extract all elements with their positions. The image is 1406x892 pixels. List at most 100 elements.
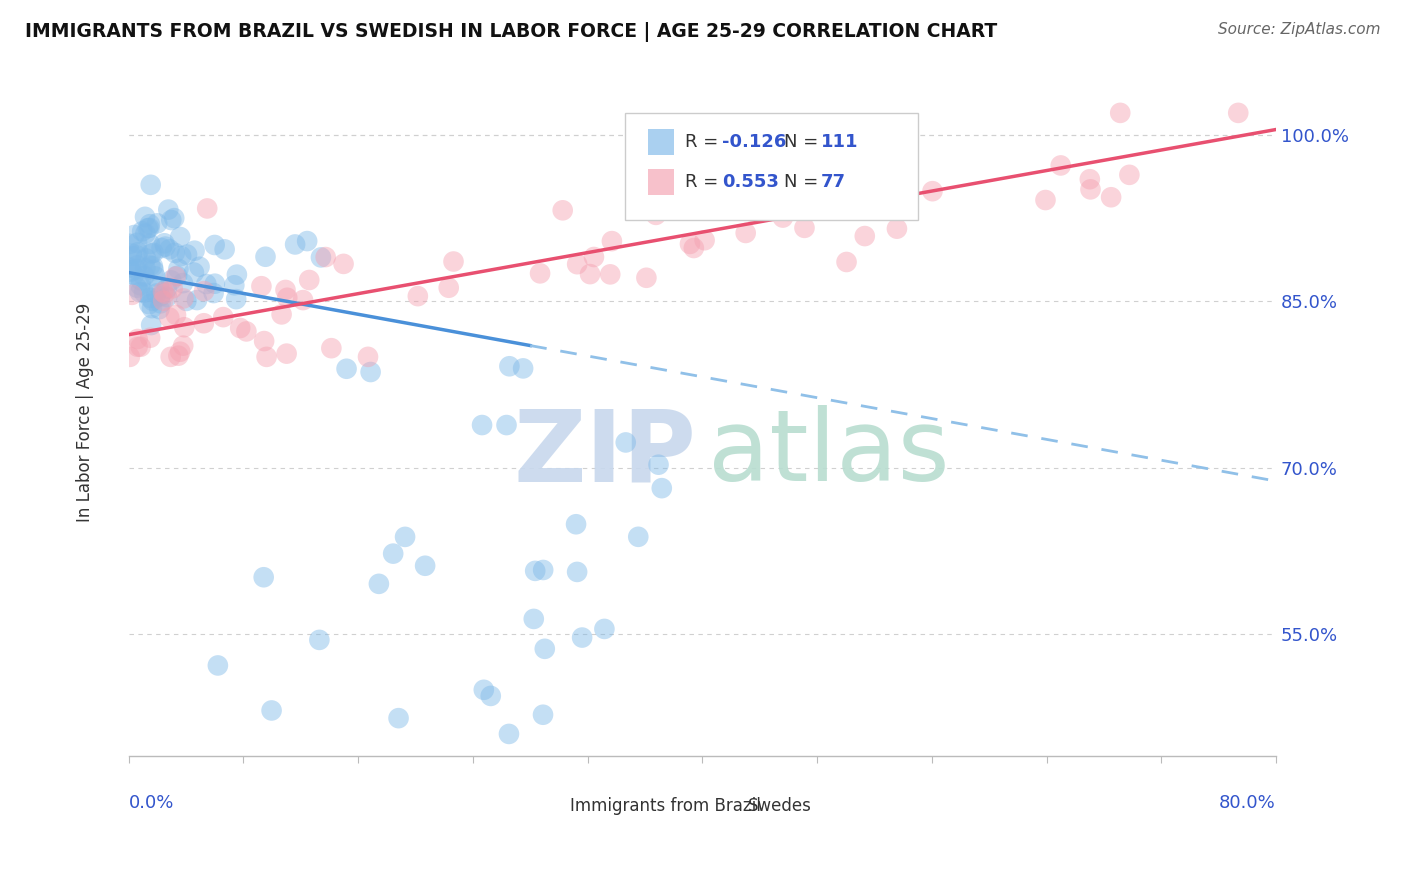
- Point: [845, 186, 868, 200]
- Point: [524, 564, 547, 578]
- Point: [142, 263, 165, 277]
- Point: [551, 203, 574, 218]
- Point: [118, 260, 141, 275]
- Point: [176, 247, 198, 261]
- Point: [225, 292, 247, 306]
- Point: [127, 259, 149, 273]
- Point: [129, 340, 152, 354]
- Point: [129, 278, 152, 293]
- Text: In Labor Force | Age 25-29: In Labor Force | Age 25-29: [76, 302, 94, 522]
- Point: [183, 266, 205, 280]
- Point: [172, 276, 194, 290]
- Point: [387, 711, 409, 725]
- Point: [160, 273, 183, 287]
- Point: [129, 273, 152, 287]
- Point: [131, 224, 153, 238]
- Point: [139, 178, 162, 192]
- Point: [276, 291, 298, 305]
- Point: [309, 251, 332, 265]
- Point: [599, 268, 621, 282]
- Point: [1227, 106, 1250, 120]
- Point: [921, 184, 943, 198]
- Point: [1078, 172, 1101, 186]
- Point: [134, 227, 156, 241]
- Point: [471, 418, 494, 433]
- Point: [125, 248, 148, 262]
- Point: [682, 241, 704, 255]
- Point: [157, 202, 180, 217]
- Point: [883, 145, 905, 160]
- Point: [866, 194, 889, 209]
- Point: [229, 321, 252, 335]
- Point: [1118, 168, 1140, 182]
- Text: atlas: atlas: [709, 405, 949, 502]
- Point: [443, 254, 465, 268]
- Text: 0.553: 0.553: [721, 173, 779, 191]
- FancyBboxPatch shape: [626, 113, 918, 219]
- Point: [172, 339, 194, 353]
- Point: [260, 703, 283, 717]
- Point: [183, 244, 205, 258]
- Point: [614, 435, 637, 450]
- Point: [121, 249, 143, 263]
- Point: [413, 558, 436, 573]
- Point: [134, 261, 156, 276]
- Point: [121, 246, 143, 260]
- Point: [1049, 158, 1071, 172]
- Point: [153, 236, 176, 251]
- Point: [256, 350, 278, 364]
- Point: [495, 418, 517, 433]
- Point: [600, 234, 623, 248]
- Point: [165, 269, 187, 284]
- Text: 111: 111: [821, 133, 858, 151]
- Point: [529, 266, 551, 280]
- Point: [141, 318, 163, 332]
- Point: [533, 641, 555, 656]
- Point: [253, 570, 276, 584]
- Point: [270, 307, 292, 321]
- Point: [367, 577, 389, 591]
- FancyBboxPatch shape: [648, 129, 673, 155]
- Point: [394, 530, 416, 544]
- Point: [127, 245, 149, 260]
- Point: [139, 217, 162, 231]
- Point: [128, 285, 150, 300]
- Point: [169, 230, 191, 244]
- Point: [157, 310, 180, 325]
- Point: [335, 361, 357, 376]
- Text: 0.0%: 0.0%: [129, 794, 174, 812]
- Point: [815, 186, 838, 201]
- Point: [163, 246, 186, 260]
- Point: [155, 239, 177, 253]
- Point: [212, 310, 235, 325]
- Point: [531, 707, 554, 722]
- Point: [308, 632, 330, 647]
- Point: [142, 293, 165, 308]
- Point: [165, 308, 187, 322]
- Point: [142, 259, 165, 273]
- Point: [1035, 193, 1057, 207]
- Point: [120, 263, 142, 277]
- Point: [772, 211, 794, 225]
- Point: [202, 286, 225, 301]
- Point: [195, 277, 218, 291]
- Point: [159, 350, 181, 364]
- Point: [122, 268, 145, 282]
- Point: [1109, 106, 1132, 120]
- Point: [166, 268, 188, 283]
- Point: [150, 241, 173, 255]
- Point: [148, 280, 170, 294]
- Point: [647, 458, 669, 472]
- Point: [793, 220, 815, 235]
- Point: [645, 208, 668, 222]
- Point: [134, 269, 156, 284]
- Text: R =: R =: [685, 173, 724, 191]
- Point: [195, 202, 218, 216]
- Point: [186, 293, 208, 307]
- Point: [148, 302, 170, 317]
- Point: [142, 245, 165, 260]
- Point: [437, 281, 460, 295]
- Point: [149, 296, 172, 310]
- Point: [145, 286, 167, 301]
- FancyBboxPatch shape: [714, 796, 740, 816]
